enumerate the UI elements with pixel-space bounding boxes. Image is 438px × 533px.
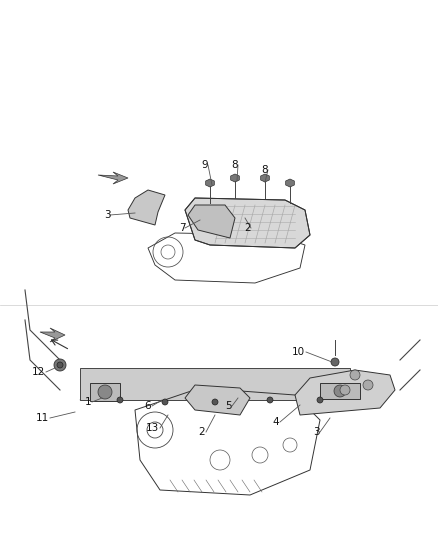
- Polygon shape: [206, 179, 214, 187]
- Circle shape: [57, 362, 63, 368]
- Text: 12: 12: [32, 367, 45, 377]
- Circle shape: [331, 358, 339, 366]
- Circle shape: [317, 397, 323, 403]
- Circle shape: [162, 399, 168, 405]
- Text: 9: 9: [201, 160, 208, 170]
- Polygon shape: [185, 385, 250, 415]
- Text: 5: 5: [225, 401, 231, 411]
- Polygon shape: [40, 328, 65, 342]
- Circle shape: [340, 385, 350, 395]
- Text: 1: 1: [85, 397, 91, 407]
- Circle shape: [267, 397, 273, 403]
- Text: 2: 2: [199, 427, 205, 437]
- Text: 6: 6: [145, 401, 151, 411]
- Polygon shape: [188, 205, 235, 238]
- Circle shape: [334, 385, 346, 397]
- Circle shape: [117, 397, 123, 403]
- Polygon shape: [231, 174, 239, 182]
- Circle shape: [350, 370, 360, 380]
- Text: 8: 8: [232, 160, 238, 170]
- Polygon shape: [80, 368, 350, 400]
- Polygon shape: [295, 370, 395, 415]
- Text: 3: 3: [313, 427, 319, 437]
- Bar: [320, 383, 360, 399]
- Text: 2: 2: [245, 223, 251, 233]
- Circle shape: [363, 380, 373, 390]
- Text: 7: 7: [179, 223, 185, 233]
- Polygon shape: [128, 190, 165, 225]
- Polygon shape: [98, 172, 128, 184]
- Polygon shape: [286, 179, 294, 187]
- Circle shape: [212, 399, 218, 405]
- Text: 8: 8: [261, 165, 268, 175]
- Bar: [90, 383, 120, 401]
- Circle shape: [54, 359, 66, 371]
- Text: 11: 11: [35, 413, 49, 423]
- Text: 3: 3: [104, 210, 110, 220]
- Polygon shape: [185, 198, 310, 248]
- Polygon shape: [261, 174, 269, 182]
- Circle shape: [98, 385, 112, 399]
- Text: 13: 13: [145, 423, 159, 433]
- Text: 10: 10: [291, 347, 304, 357]
- Polygon shape: [80, 385, 370, 400]
- Text: 4: 4: [273, 417, 279, 427]
